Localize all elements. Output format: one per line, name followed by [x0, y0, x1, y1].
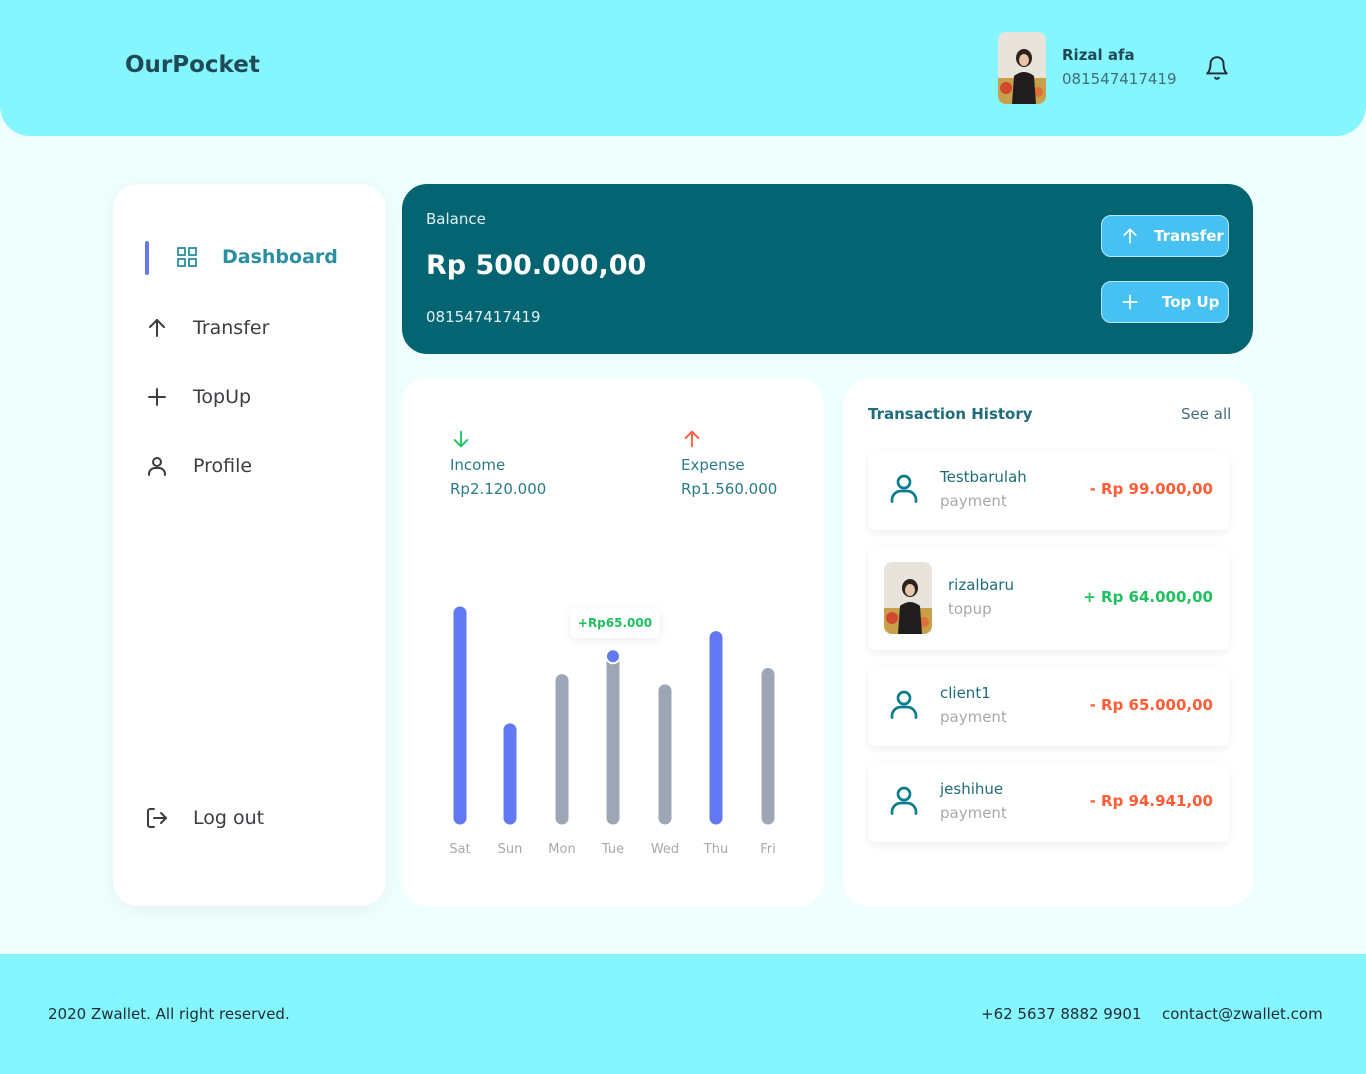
sidebar-item-topup[interactable]: TopUp [113, 377, 386, 417]
footer-phone[interactable]: +62 5637 8882 9901 [981, 1005, 1142, 1023]
sidebar-item-profile[interactable]: Profile [113, 446, 386, 486]
transaction-type: payment [940, 492, 1007, 510]
transaction-type: payment [940, 804, 1007, 822]
expense-value: Rp1.560.000 [681, 480, 778, 498]
transaction-name: jeshihue [940, 780, 1004, 798]
transaction-history: Transaction History See all Testbarulah … [844, 378, 1253, 906]
header: OurPocket Rizal afa 081547417419 [0, 0, 1366, 136]
transfer-button[interactable]: Transfer [1101, 215, 1229, 257]
arrow-up-icon [145, 316, 169, 340]
user-icon [145, 454, 169, 478]
transaction-amount: + Rp 64.000,00 [1083, 588, 1213, 606]
chart-tick-label: Thu [703, 842, 728, 857]
footer-copyright: 2020 Zwallet. All right reserved. [48, 1005, 290, 1023]
active-indicator [145, 241, 149, 275]
balance-label: Balance [426, 210, 486, 228]
user-icon [890, 690, 918, 719]
user-icon [890, 474, 918, 503]
history-title: Transaction History [868, 405, 1033, 423]
chart-tick-label: Sun [498, 842, 523, 857]
transaction-name: client1 [940, 684, 991, 702]
chart-tick-label: Fri [760, 842, 776, 857]
logout-label: Log out [193, 807, 265, 829]
transaction-name: rizalbaru [948, 576, 1014, 594]
grid-icon [175, 245, 199, 269]
transaction-amount: - Rp 65.000,00 [1089, 696, 1213, 714]
income-expense-card: Income Rp2.120.000 Expense Rp1.560.000 S… [402, 378, 824, 906]
weekly-bar-chart: Sat Sun Mon Tue Wed Thu Fri [449, 606, 776, 857]
topup-button-label: Top Up [1162, 293, 1220, 311]
plus-icon [145, 385, 169, 409]
arrow-up-icon [1123, 228, 1137, 244]
transaction-avatar [884, 562, 932, 634]
chart-tooltip: +Rp65.000 [570, 608, 660, 638]
user-phone: 081547417419 [1062, 70, 1177, 88]
balance-phone: 081547417419 [426, 308, 541, 326]
arrow-up-icon [684, 430, 700, 448]
income-stat: Income Rp2.120.000 [450, 428, 546, 498]
income-value: Rp2.120.000 [450, 480, 547, 498]
logout-button[interactable]: Log out [113, 798, 386, 838]
brand-logo[interactable]: OurPocket [125, 52, 260, 78]
balance-card: Balance Rp 500.000,00 081547417419 Trans… [402, 184, 1253, 354]
user-name: Rizal afa [1062, 46, 1135, 64]
transaction-item[interactable]: jeshihue payment - Rp 94.941,00 [868, 762, 1229, 842]
transaction-amount: - Rp 94.941,00 [1089, 792, 1213, 810]
chart-tick-label: Tue [601, 842, 624, 857]
transaction-item[interactable]: rizalbaru topup + Rp 64.000,00 [868, 546, 1229, 650]
transaction-amount: - Rp 99.000,00 [1089, 480, 1213, 498]
plus-icon [1122, 294, 1138, 310]
transaction-name: Testbarulah [940, 468, 1027, 486]
transaction-type: topup [948, 600, 992, 618]
footer: 2020 Zwallet. All right reserved. +62 56… [0, 954, 1366, 1074]
user-avatar[interactable] [998, 32, 1046, 104]
expense-label: Expense [681, 456, 745, 474]
bell-icon[interactable] [1204, 55, 1230, 81]
chart-highlight-point [605, 648, 621, 665]
chart-tick-label: Sat [449, 842, 470, 857]
user-icon [890, 786, 918, 815]
sidebar-item-label: Profile [193, 455, 253, 477]
sidebar-item-dashboard[interactable]: Dashboard [113, 237, 386, 277]
logout-icon [145, 806, 169, 830]
sidebar: Dashboard Transfer TopUp Profile [113, 184, 386, 906]
chart-tick-label: Mon [548, 842, 575, 857]
transfer-button-label: Transfer [1154, 227, 1224, 245]
sidebar-item-label: TopUp [193, 386, 252, 408]
see-all-link[interactable]: See all [1181, 405, 1232, 423]
sidebar-item-label: Dashboard [222, 246, 338, 268]
income-label: Income [450, 456, 506, 474]
sidebar-item-label: Transfer [193, 317, 270, 339]
footer-email[interactable]: contact@zwallet.com [1162, 1005, 1323, 1023]
transaction-item[interactable]: client1 payment - Rp 65.000,00 [868, 666, 1229, 746]
expense-stat: Expense Rp1.560.000 [681, 428, 777, 498]
transaction-type: payment [940, 708, 1007, 726]
arrow-down-icon [453, 430, 469, 448]
topup-button[interactable]: Top Up [1101, 281, 1229, 323]
balance-amount: Rp 500.000,00 [426, 250, 647, 281]
chart-tick-label: Wed [651, 842, 679, 857]
transaction-item[interactable]: Testbarulah payment - Rp 99.000,00 [868, 450, 1229, 530]
sidebar-item-transfer[interactable]: Transfer [113, 308, 386, 348]
